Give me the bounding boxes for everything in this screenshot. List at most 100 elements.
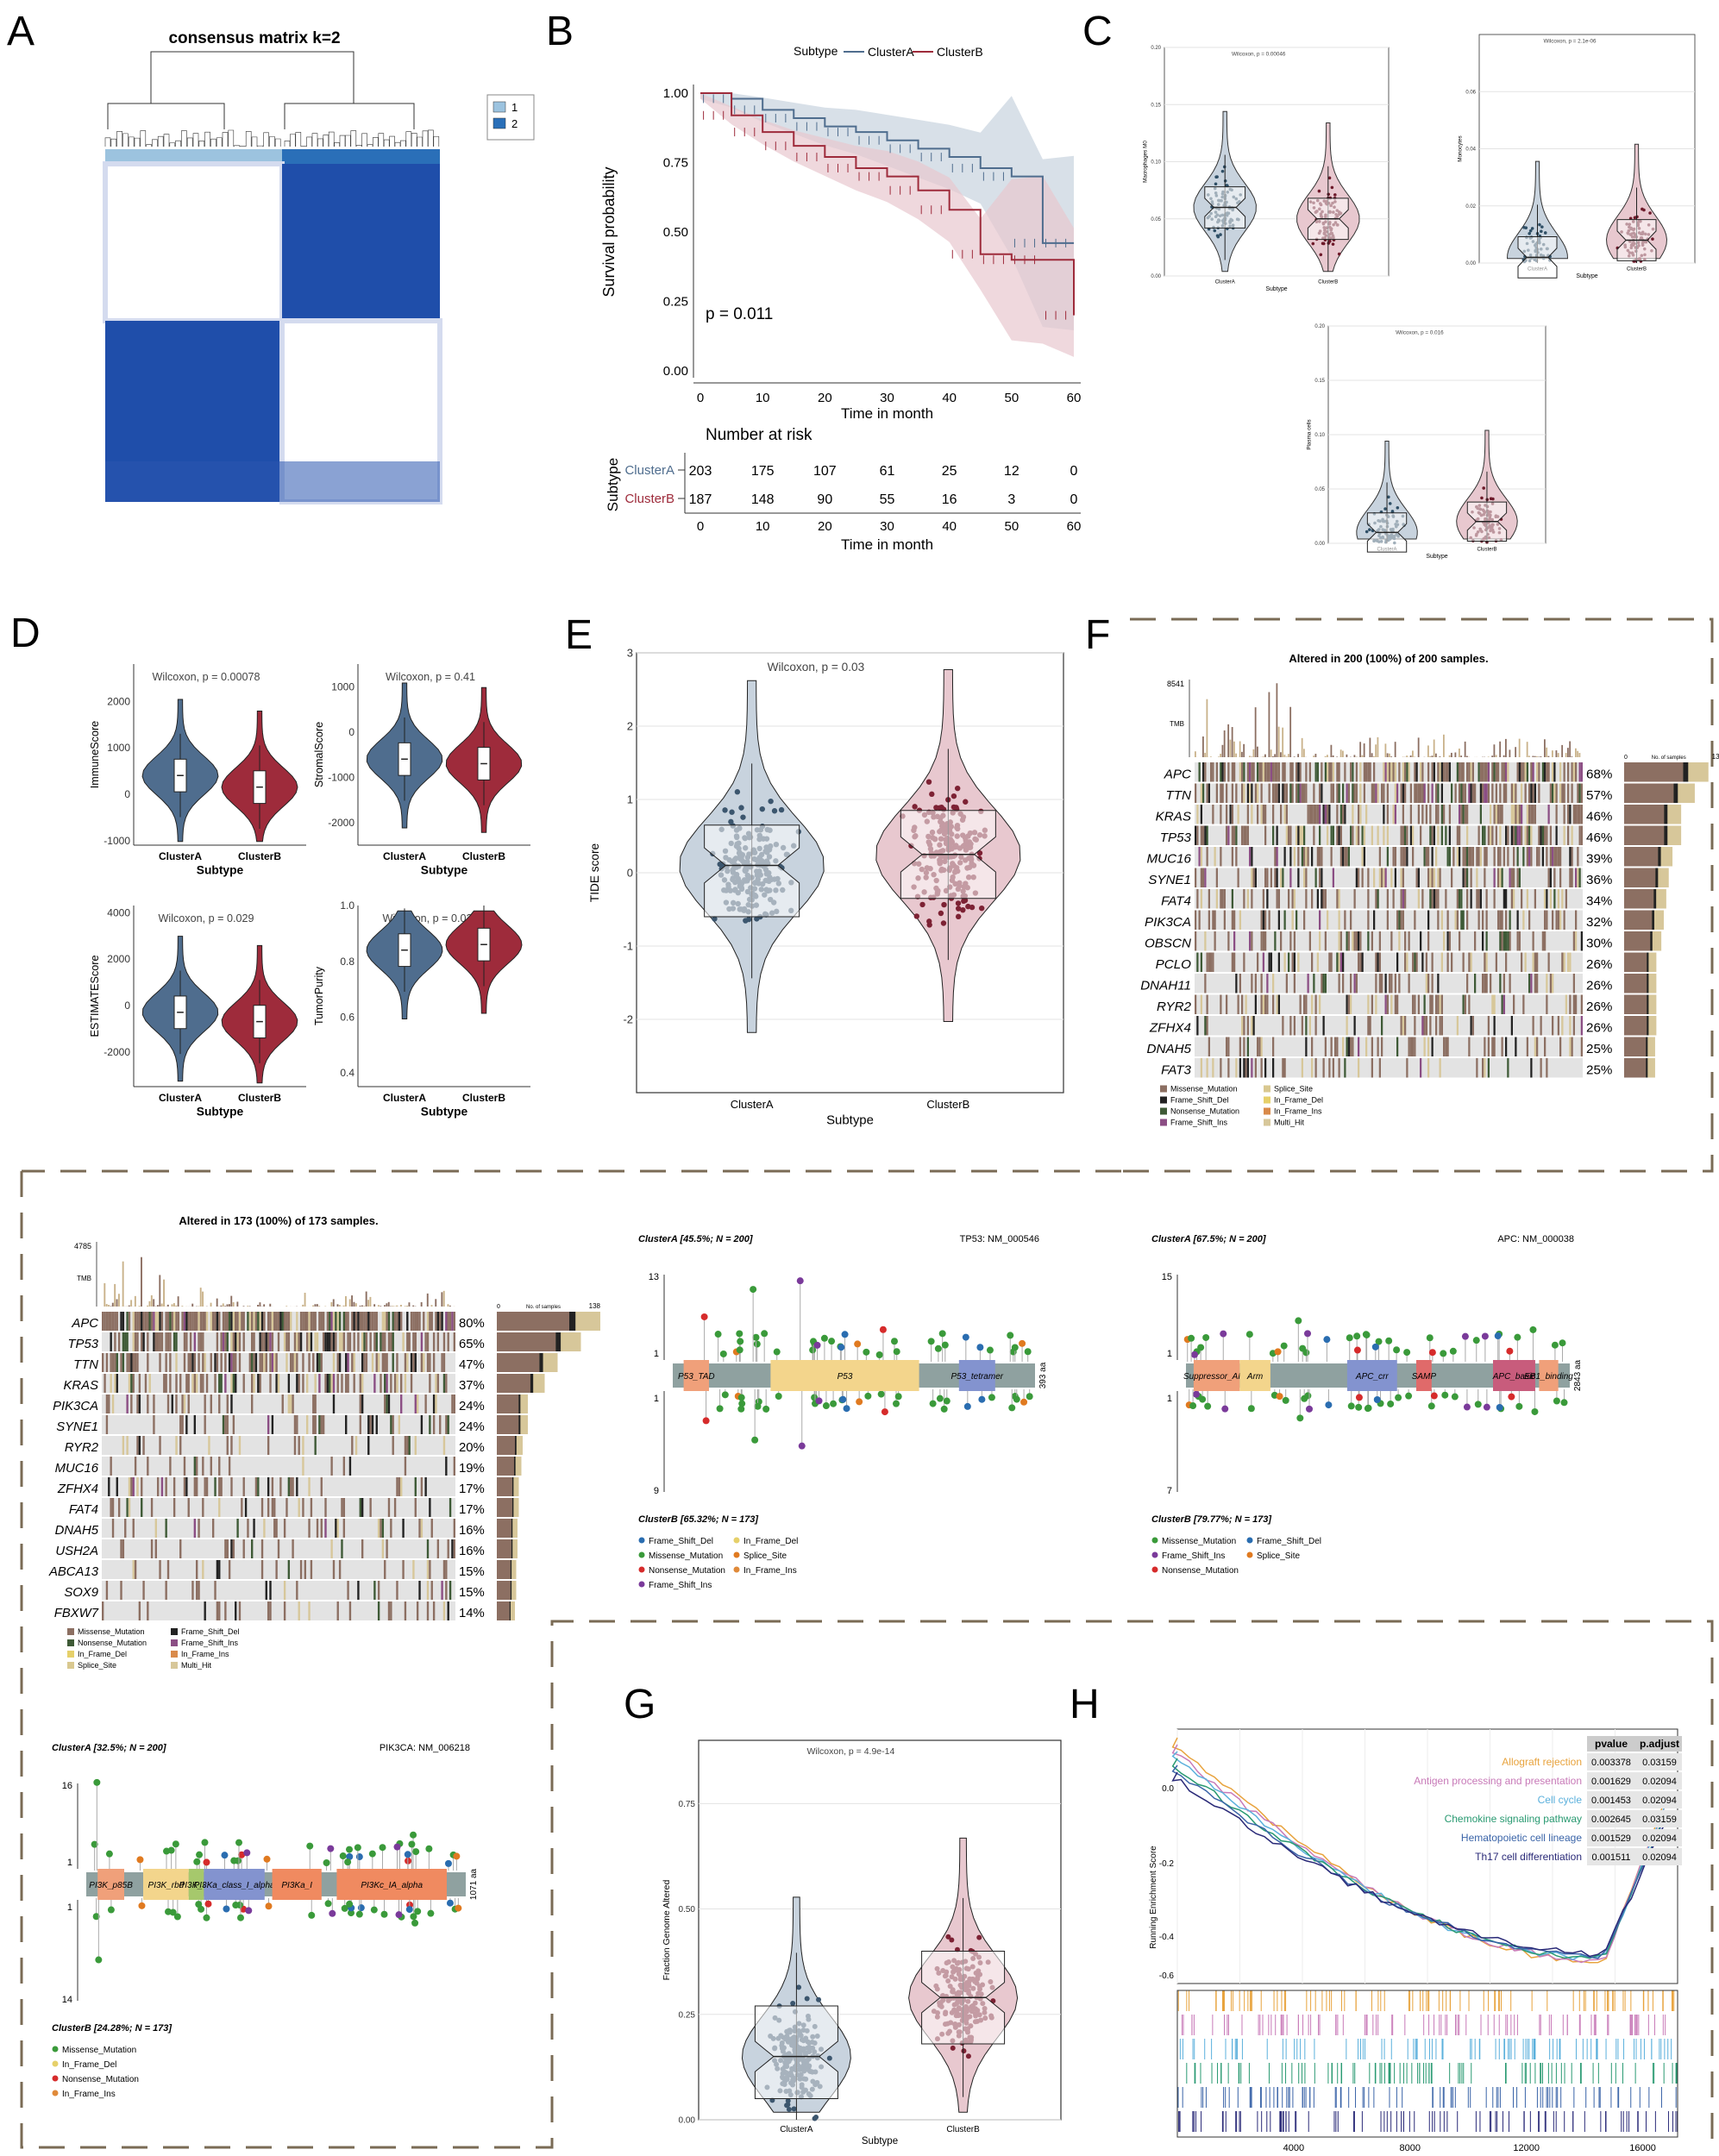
tmb-bar	[400, 1305, 402, 1307]
mutation-cell	[1414, 783, 1416, 803]
apc-domain	[1193, 1360, 1240, 1391]
mutation-cell	[1289, 847, 1292, 867]
lollipop-head	[938, 1330, 946, 1338]
mutation-cell	[1572, 762, 1575, 782]
risk-table-title: Number at risk	[706, 426, 812, 444]
lollipop-head	[1306, 1405, 1314, 1413]
mutation-cell	[267, 1477, 270, 1496]
ns-bar-miss	[497, 1519, 511, 1538]
mutation-cell	[1239, 1037, 1241, 1056]
mutation-cell	[141, 1498, 143, 1517]
tmb-bar	[1289, 706, 1292, 757]
mutation-cell	[166, 1312, 170, 1331]
mutation-cell	[1427, 847, 1430, 867]
mutation-cell	[1491, 783, 1494, 803]
tmb-bar	[1235, 753, 1238, 757]
mutation-cell	[138, 1312, 141, 1331]
mutation-cell	[1575, 762, 1578, 782]
mutation-cell	[1289, 931, 1292, 951]
mutation-cell	[185, 1312, 188, 1331]
mutation-cell	[1268, 910, 1270, 930]
mutation-cell	[1291, 783, 1294, 803]
lollipop-head	[881, 1408, 888, 1416]
mutation-cell	[1522, 847, 1525, 867]
mutation-cell	[1241, 762, 1244, 782]
mutation-cell	[1377, 889, 1379, 909]
dendro-leaf-right	[311, 133, 318, 147]
mutation-cell	[1474, 931, 1477, 951]
mutation-cell	[1532, 1016, 1534, 1036]
dendro-leaf-right	[350, 130, 357, 147]
mutation-cell	[122, 1436, 125, 1455]
mutation-cell	[420, 1415, 423, 1434]
mutation-cell	[387, 1498, 391, 1517]
mutation-cell	[159, 1353, 161, 1372]
mutation-cell	[361, 1312, 364, 1331]
mutation-cell	[298, 1601, 300, 1620]
onco-legend-label: Missense_Mutation	[1170, 1085, 1238, 1094]
mutation-cell	[1277, 783, 1280, 803]
mutation-cell	[138, 1601, 141, 1620]
mutation-cell	[1220, 847, 1222, 867]
mutation-cell	[1466, 805, 1469, 824]
mutation-cell	[153, 1312, 155, 1331]
mutation-cell	[111, 1312, 115, 1331]
mutation-cell	[1336, 825, 1339, 845]
risk-value: 148	[751, 492, 775, 507]
mutation-cell	[1314, 994, 1317, 1014]
lollipop-head	[1385, 1337, 1393, 1344]
mutation-cell	[1470, 1016, 1472, 1036]
mutation-cell	[1402, 847, 1404, 867]
mutation-cell	[238, 1601, 242, 1620]
ns-bar-fsd	[1658, 847, 1661, 867]
mutation-cell	[1521, 889, 1523, 909]
mutation-cell	[1200, 847, 1202, 867]
pik3ca-domain	[188, 1869, 204, 1900]
tmb-bar	[1220, 754, 1222, 757]
lollipop-head	[1296, 1414, 1304, 1422]
dendrogram	[104, 51, 440, 147]
gene-pct: 19%	[459, 1462, 485, 1476]
mutation-cell	[254, 1353, 258, 1372]
mutation-cell	[1338, 910, 1340, 930]
lollipop-head	[1449, 1347, 1457, 1355]
mutation-cell	[1404, 1016, 1407, 1036]
mutation-cell	[1491, 825, 1494, 845]
mutation-cell	[230, 1312, 233, 1331]
mutation-cell	[1293, 847, 1296, 867]
mutation-cell	[1321, 889, 1323, 909]
mutation-cell	[298, 1498, 300, 1517]
mutation-cell	[1301, 847, 1303, 867]
mutation-cell	[1386, 783, 1389, 803]
lollipop-head	[203, 1858, 210, 1866]
onco-legend-swatch	[171, 1651, 178, 1658]
tmb-bar	[199, 1288, 202, 1307]
mutation-cell	[1549, 847, 1552, 867]
plot-ylabel: Plasma cells	[1307, 419, 1313, 449]
data-point	[729, 809, 735, 815]
mutation-cell	[1412, 952, 1415, 972]
mutation-cell	[410, 1312, 413, 1331]
mutation-cell	[1392, 847, 1395, 867]
mutation-cell	[126, 1498, 129, 1517]
lollipop-head	[1463, 1403, 1471, 1411]
mutation-cell	[1482, 783, 1484, 803]
mutation-cell	[1524, 762, 1527, 782]
gene-label: FAT4	[69, 1503, 98, 1517]
mutation-cell	[1330, 952, 1333, 972]
plot-ylabel: ESTIMATEScore	[89, 956, 101, 1037]
mutation-cell	[1359, 805, 1362, 824]
mutation-cell	[432, 1395, 436, 1413]
lollipop-head	[1430, 1392, 1438, 1400]
lollipop-head	[306, 1842, 314, 1850]
mutation-cell	[371, 1415, 374, 1434]
mutation-cell	[1264, 868, 1267, 887]
mutation-cell	[418, 1581, 421, 1600]
mutation-cell	[187, 1374, 190, 1393]
gsea-pvalue: 0.001453	[1591, 1796, 1631, 1806]
mutation-cell	[1474, 783, 1477, 803]
mutation-cell	[134, 1332, 137, 1351]
mutation-cell	[218, 1477, 221, 1496]
tmb-bar	[150, 1294, 153, 1307]
mutation-cell	[1272, 805, 1275, 824]
